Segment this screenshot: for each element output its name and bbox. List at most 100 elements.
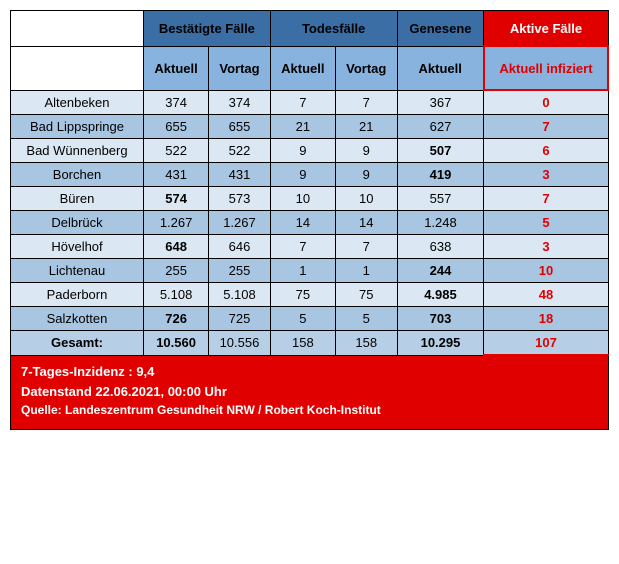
cell-confirmed-current: 255	[144, 259, 209, 283]
total-label: Gesamt:	[11, 331, 144, 356]
table-row: Salzkotten7267255570318	[11, 307, 609, 331]
total-deaths-prev: 158	[335, 331, 397, 356]
cell-recovered: 703	[397, 307, 484, 331]
header-confirmed: Bestätigte Fälle	[144, 11, 271, 47]
header-deaths: Todesfälle	[270, 11, 397, 47]
cell-recovered: 4.985	[397, 283, 484, 307]
cell-active: 3	[484, 163, 608, 187]
cell-deaths-current: 10	[270, 187, 335, 211]
cell-deaths-prev: 7	[335, 235, 397, 259]
cell-recovered: 557	[397, 187, 484, 211]
cell-deaths-current: 14	[270, 211, 335, 235]
cell-recovered: 507	[397, 139, 484, 163]
footer-incidence: 7-Tages-Inzidenz : 9,4	[21, 362, 598, 382]
header-recovered: Genesene	[397, 11, 484, 47]
total-confirmed-current: 10.560	[144, 331, 209, 356]
sub-current2: Aktuell	[270, 46, 335, 90]
footer-source: Quelle: Landeszentrum Gesundheit NRW / R…	[21, 401, 598, 419]
row-label: Bad Wünnenberg	[11, 139, 144, 163]
cell-confirmed-current: 522	[144, 139, 209, 163]
cell-confirmed-prev: 374	[209, 90, 271, 115]
cell-recovered: 1.248	[397, 211, 484, 235]
total-recovered: 10.295	[397, 331, 484, 356]
cell-confirmed-prev: 431	[209, 163, 271, 187]
table-row: Hövelhof648646776383	[11, 235, 609, 259]
cell-deaths-prev: 7	[335, 90, 397, 115]
cell-confirmed-prev: 655	[209, 115, 271, 139]
total-active: 107	[484, 331, 608, 356]
cell-confirmed-prev: 522	[209, 139, 271, 163]
covid-stats-table: Bestätigte Fälle Todesfälle Genesene Akt…	[10, 10, 609, 356]
table-row: Bad Lippspringe65565521216277	[11, 115, 609, 139]
cell-deaths-prev: 75	[335, 283, 397, 307]
cell-confirmed-prev: 5.108	[209, 283, 271, 307]
table-row: Paderborn5.1085.10875754.98548	[11, 283, 609, 307]
cell-deaths-current: 1	[270, 259, 335, 283]
cell-confirmed-prev: 1.267	[209, 211, 271, 235]
cell-active: 7	[484, 187, 608, 211]
cell-deaths-prev: 14	[335, 211, 397, 235]
cell-active: 7	[484, 115, 608, 139]
cell-recovered: 627	[397, 115, 484, 139]
row-label: Lichtenau	[11, 259, 144, 283]
total-confirmed-prev: 10.556	[209, 331, 271, 356]
header-active: Aktive Fälle	[484, 11, 608, 47]
cell-deaths-prev: 10	[335, 187, 397, 211]
cell-confirmed-current: 5.108	[144, 283, 209, 307]
cell-confirmed-current: 374	[144, 90, 209, 115]
cell-deaths-current: 9	[270, 139, 335, 163]
table-row-total: Gesamt:10.56010.55615815810.295107	[11, 331, 609, 356]
cell-deaths-prev: 1	[335, 259, 397, 283]
cell-deaths-prev: 5	[335, 307, 397, 331]
cell-active: 6	[484, 139, 608, 163]
row-label: Delbrück	[11, 211, 144, 235]
table-row: Bad Wünnenberg522522995076	[11, 139, 609, 163]
sub-active: Aktuell infiziert	[484, 46, 608, 90]
row-label: Borchen	[11, 163, 144, 187]
cell-deaths-prev: 21	[335, 115, 397, 139]
cell-recovered: 367	[397, 90, 484, 115]
table-row: Delbrück1.2671.26714141.2485	[11, 211, 609, 235]
cell-confirmed-current: 655	[144, 115, 209, 139]
row-label: Bad Lippspringe	[11, 115, 144, 139]
row-label: Paderborn	[11, 283, 144, 307]
cell-confirmed-current: 574	[144, 187, 209, 211]
sub-prev2: Vortag	[335, 46, 397, 90]
cell-recovered: 244	[397, 259, 484, 283]
cell-confirmed-current: 431	[144, 163, 209, 187]
cell-deaths-current: 21	[270, 115, 335, 139]
cell-confirmed-prev: 725	[209, 307, 271, 331]
cell-confirmed-prev: 573	[209, 187, 271, 211]
cell-confirmed-current: 648	[144, 235, 209, 259]
table-row: Borchen431431994193	[11, 163, 609, 187]
footer-datestamp: Datenstand 22.06.2021, 00:00 Uhr	[21, 382, 598, 402]
cell-active: 0	[484, 90, 608, 115]
corner-blank2	[11, 46, 144, 90]
cell-recovered: 419	[397, 163, 484, 187]
row-label: Salzkotten	[11, 307, 144, 331]
cell-deaths-prev: 9	[335, 139, 397, 163]
cell-confirmed-current: 1.267	[144, 211, 209, 235]
cell-confirmed-prev: 255	[209, 259, 271, 283]
cell-recovered: 638	[397, 235, 484, 259]
cell-active: 48	[484, 283, 608, 307]
row-label: Büren	[11, 187, 144, 211]
cell-deaths-current: 75	[270, 283, 335, 307]
cell-active: 10	[484, 259, 608, 283]
row-label: Altenbeken	[11, 90, 144, 115]
table-row: Büren57457310105577	[11, 187, 609, 211]
cell-deaths-current: 7	[270, 235, 335, 259]
table-row: Altenbeken374374773670	[11, 90, 609, 115]
cell-deaths-prev: 9	[335, 163, 397, 187]
row-label: Hövelhof	[11, 235, 144, 259]
cell-deaths-current: 9	[270, 163, 335, 187]
table-body: Altenbeken374374773670Bad Lippspringe655…	[11, 90, 609, 355]
footer-box: 7-Tages-Inzidenz : 9,4 Datenstand 22.06.…	[10, 356, 609, 430]
cell-active: 18	[484, 307, 608, 331]
sub-current1: Aktuell	[144, 46, 209, 90]
total-deaths-current: 158	[270, 331, 335, 356]
cell-confirmed-prev: 646	[209, 235, 271, 259]
table-row: Lichtenau2552551124410	[11, 259, 609, 283]
cell-deaths-current: 7	[270, 90, 335, 115]
sub-prev1: Vortag	[209, 46, 271, 90]
